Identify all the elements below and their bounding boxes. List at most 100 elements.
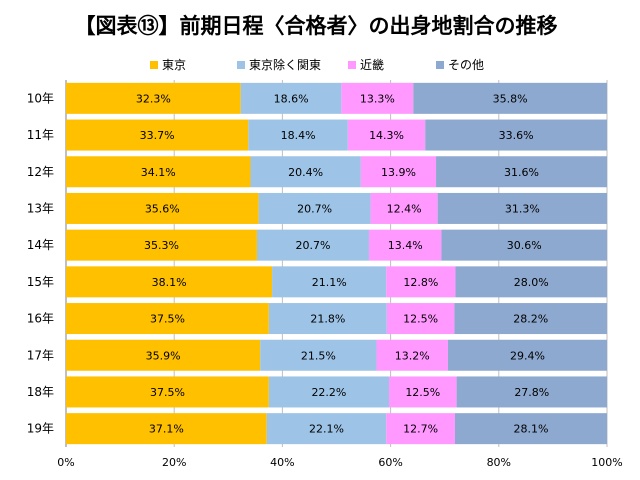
bar-segment [248, 119, 348, 151]
x-tick-label: 40% [270, 456, 294, 469]
data-labels: 32.3% 18.6% 13.3% 35.8% 33.7% 18.4% 14.3% 33.6%… [136, 92, 549, 435]
bar-segment [437, 192, 607, 224]
data-label: 13.4% [388, 239, 423, 252]
data-label: 37.5% [150, 386, 185, 399]
bar-segment [386, 303, 455, 335]
data-label: 28.1% [514, 423, 549, 436]
bar-segment [268, 376, 389, 408]
data-label: 12.4% [387, 202, 422, 215]
data-label: 30.6% [507, 239, 542, 252]
category-label: 13年 [27, 201, 54, 215]
data-label: 22.1% [309, 423, 344, 436]
data-label: 33.7% [140, 129, 175, 142]
bar-segment [66, 229, 257, 261]
bar-segment [266, 413, 387, 445]
data-label: 13.3% [360, 92, 395, 105]
legend-label: 東京 [162, 58, 186, 72]
bar-segment [66, 82, 241, 114]
bar-segment [436, 156, 607, 188]
data-label: 22.2% [311, 386, 346, 399]
bar-segment [260, 339, 377, 371]
data-label: 29.4% [510, 349, 545, 362]
x-tick-label: 0% [57, 456, 74, 469]
data-label: 21.1% [312, 276, 347, 289]
data-label: 38.1% [152, 276, 187, 289]
category-label: 12年 [27, 165, 54, 179]
category-label: 10年 [27, 91, 54, 105]
legend-label: 近畿 [360, 58, 384, 72]
legend: 東京 東京除く関東 近畿 その他 [150, 57, 484, 72]
category-label: 19年 [27, 422, 54, 436]
legend-label: 東京除く関東 [249, 57, 321, 72]
legend-swatch [436, 61, 444, 69]
category-label: 18年 [27, 385, 54, 399]
data-label: 12.5% [405, 386, 440, 399]
data-label: 35.3% [144, 239, 179, 252]
bar-segment [454, 413, 607, 445]
bar-segment [386, 413, 455, 445]
legend-label: その他 [448, 58, 484, 72]
data-label: 35.9% [146, 349, 181, 362]
x-tick-label: 100% [591, 456, 622, 469]
x-tick-label: 20% [162, 456, 186, 469]
bar-segment [413, 82, 607, 114]
category-label: 17年 [27, 348, 54, 362]
bar-segment [250, 156, 361, 188]
bar-segment [368, 229, 442, 261]
bar-segment [66, 303, 269, 335]
data-label: 12.8% [403, 276, 438, 289]
bar-segment [360, 156, 437, 188]
data-label: 21.8% [310, 313, 345, 326]
chart-title: 【図表⑬】前期日程〈合格者〉の出身地割合の推移 [75, 14, 558, 38]
bar-segment [441, 229, 607, 261]
data-label: 12.7% [403, 423, 438, 436]
data-label: 28.2% [513, 313, 548, 326]
data-label: 28.0% [514, 276, 549, 289]
bar-segment [447, 339, 607, 371]
category-label: 16年 [27, 312, 54, 326]
data-label: 37.1% [149, 423, 184, 436]
bar-segment [376, 339, 448, 371]
x-tick-label: 60% [378, 456, 402, 469]
bar-segment [66, 192, 259, 224]
x-tick-label: 80% [487, 456, 511, 469]
data-label: 13.2% [395, 349, 430, 362]
category-label: 11年 [27, 128, 54, 142]
bar-segment [388, 376, 457, 408]
bar-segment [455, 266, 607, 298]
data-label: 13.9% [381, 166, 416, 179]
data-label: 14.3% [369, 129, 404, 142]
data-label: 35.8% [493, 92, 528, 105]
data-label: 18.6% [274, 92, 309, 105]
legend-swatch [237, 61, 245, 69]
legend-swatch [150, 61, 158, 69]
data-label: 18.4% [281, 129, 316, 142]
data-label: 20.7% [297, 202, 332, 215]
data-label: 21.5% [301, 349, 336, 362]
data-label: 32.3% [136, 92, 171, 105]
category-label: 14年 [27, 238, 54, 252]
bar-segment [347, 119, 426, 151]
bar-segment [425, 119, 607, 151]
bar-segment [272, 266, 387, 298]
data-label: 20.7% [295, 239, 330, 252]
data-label: 35.6% [145, 202, 180, 215]
data-label: 33.6% [499, 129, 534, 142]
bar-segment [66, 119, 249, 151]
bar-segment [240, 82, 342, 114]
data-label: 27.8% [514, 386, 549, 399]
bar-segment [456, 376, 607, 408]
bar-segment [386, 266, 456, 298]
bar-segment [66, 413, 267, 445]
bar-segment [454, 303, 607, 335]
bar-segment [66, 376, 269, 408]
bar-segment [256, 229, 369, 261]
bar-segment [66, 156, 251, 188]
legend-swatch [348, 61, 356, 69]
bars [66, 82, 607, 445]
category-label: 15年 [27, 275, 54, 289]
bar-segment [258, 192, 371, 224]
data-label: 37.5% [150, 313, 185, 326]
category-labels: 10年 11年 12年 13年 14年 15年 16年 17年 18年 19年 [27, 91, 54, 435]
